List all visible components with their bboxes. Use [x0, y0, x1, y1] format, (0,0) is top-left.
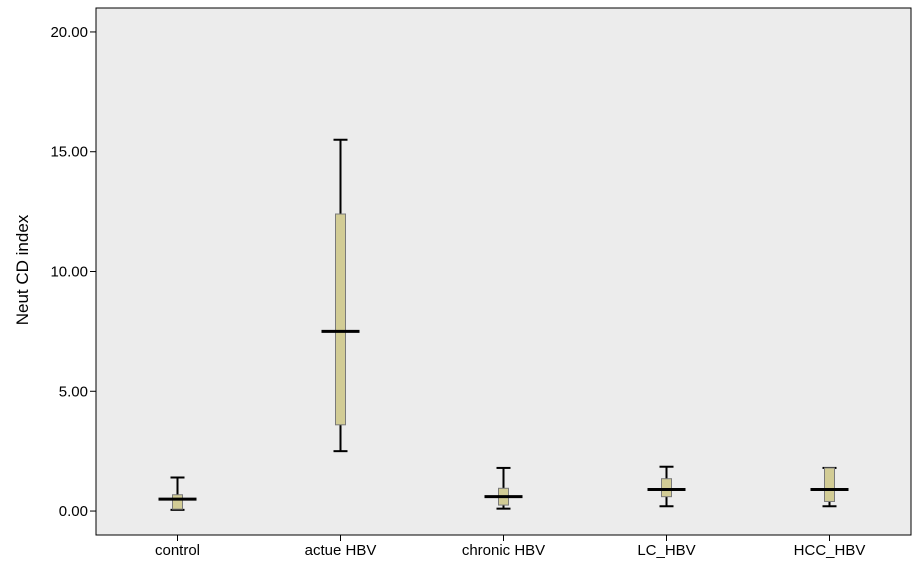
- x-tick-label: actue HBV: [305, 542, 377, 559]
- box: [824, 467, 835, 502]
- y-tick-label: 10.00: [50, 264, 88, 281]
- y-axis: 0.00 5.00 10.00 15.00 20.00: [50, 24, 96, 520]
- boxes: [158, 138, 849, 511]
- y-axis-title: Neut CD index: [13, 214, 32, 325]
- box-group: [484, 466, 523, 510]
- box-group: [647, 465, 686, 508]
- x-tick-label: chronic HBV: [462, 542, 545, 559]
- y-tick-label: 15.00: [50, 144, 88, 161]
- x-tick-label: HCC_HBV: [794, 542, 866, 559]
- plot-area: [95, 7, 912, 536]
- y-tick-label: 5.00: [59, 383, 88, 400]
- box-group: [810, 466, 849, 508]
- box-group: [321, 138, 360, 453]
- box-group: [158, 476, 197, 511]
- box: [335, 213, 346, 426]
- x-tick-label: control: [155, 542, 200, 559]
- box: [661, 478, 672, 498]
- y-tick-label: 20.00: [50, 24, 88, 41]
- x-axis: control actue HBV chronic HBV LC_HBV HCC_HBV: [155, 535, 865, 559]
- box: [172, 494, 183, 510]
- x-tick-label: LC_HBV: [637, 542, 695, 559]
- y-tick-label: 0.00: [59, 503, 88, 520]
